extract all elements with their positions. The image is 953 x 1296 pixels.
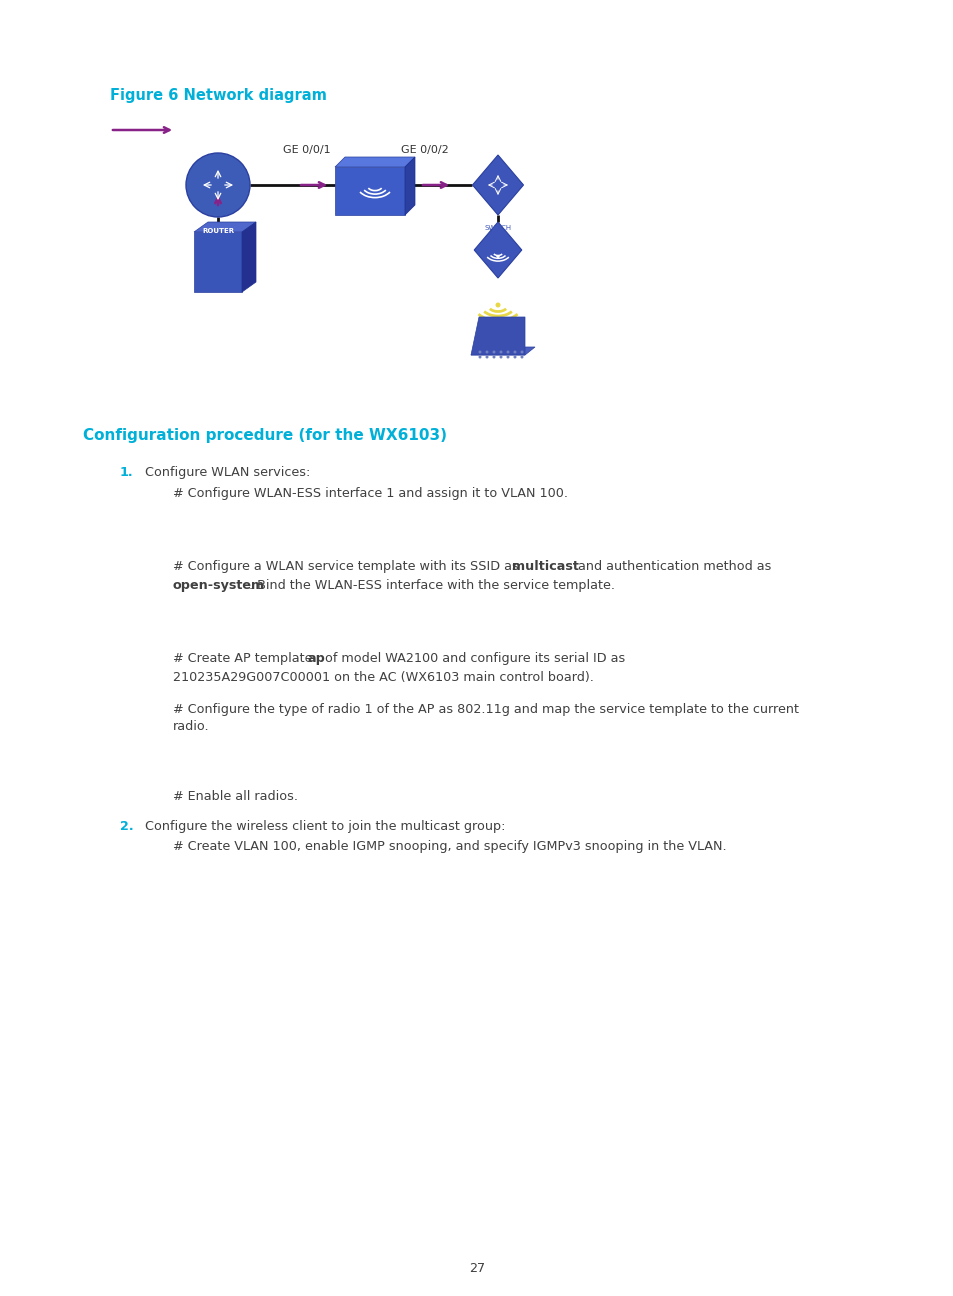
Polygon shape (405, 157, 415, 215)
Circle shape (520, 350, 523, 354)
Text: ROUTER: ROUTER (202, 228, 233, 235)
Circle shape (492, 350, 495, 354)
Text: 210235A29G007C00001 on the AC (WX6103 main control board).: 210235A29G007C00001 on the AC (WX6103 ma… (172, 671, 594, 684)
Polygon shape (242, 222, 255, 292)
Polygon shape (335, 167, 405, 215)
Circle shape (186, 153, 250, 216)
Text: GE 0/0/2: GE 0/0/2 (400, 145, 449, 156)
Text: Configure the wireless client to join the multicast group:: Configure the wireless client to join th… (145, 820, 505, 833)
Polygon shape (472, 156, 523, 215)
Polygon shape (474, 222, 521, 279)
Circle shape (492, 355, 495, 359)
Polygon shape (193, 222, 255, 232)
Text: # Configure a WLAN service template with its SSID as: # Configure a WLAN service template with… (172, 560, 522, 573)
Circle shape (513, 355, 516, 359)
Text: ap: ap (307, 652, 325, 665)
Circle shape (478, 355, 481, 359)
Text: 1.: 1. (120, 467, 133, 480)
Text: # Enable all radios.: # Enable all radios. (172, 791, 297, 804)
Text: 2.: 2. (120, 820, 133, 833)
Circle shape (506, 355, 509, 359)
Text: # Configure the type of radio 1 of the AP as 802.11g and map the service templat: # Configure the type of radio 1 of the A… (172, 702, 799, 715)
Polygon shape (335, 157, 415, 167)
Circle shape (499, 350, 502, 354)
Polygon shape (471, 347, 535, 355)
Text: GE 0/0/1: GE 0/0/1 (283, 145, 331, 156)
Text: # Configure WLAN-ESS interface 1 and assign it to VLAN 100.: # Configure WLAN-ESS interface 1 and ass… (172, 487, 567, 500)
Text: 27: 27 (469, 1262, 484, 1275)
Text: Configuration procedure (for the WX6103): Configuration procedure (for the WX6103) (83, 428, 447, 443)
Text: Configure WLAN services:: Configure WLAN services: (145, 467, 310, 480)
Text: and authentication method as: and authentication method as (574, 560, 771, 573)
Circle shape (520, 355, 523, 359)
Text: Figure 6 Network diagram: Figure 6 Network diagram (110, 88, 327, 102)
Text: open-system: open-system (172, 579, 265, 592)
Polygon shape (496, 257, 499, 259)
Polygon shape (193, 232, 242, 292)
Text: # Create VLAN 100, enable IGMP snooping, and specify IGMPv3 snooping in the VLAN: # Create VLAN 100, enable IGMP snooping,… (172, 840, 726, 853)
Text: # Create AP template: # Create AP template (172, 652, 316, 665)
Text: radio.: radio. (172, 721, 210, 734)
Circle shape (478, 350, 481, 354)
Text: SWITCH: SWITCH (484, 226, 511, 231)
Circle shape (495, 302, 500, 307)
Circle shape (513, 350, 516, 354)
Text: . Bind the WLAN-ESS interface with the service template.: . Bind the WLAN-ESS interface with the s… (249, 579, 615, 592)
Text: of model WA2100 and configure its serial ID as: of model WA2100 and configure its serial… (321, 652, 625, 665)
Circle shape (499, 355, 502, 359)
Polygon shape (471, 318, 524, 355)
Text: multicast: multicast (512, 560, 578, 573)
Circle shape (506, 350, 509, 354)
Circle shape (485, 355, 488, 359)
Circle shape (485, 350, 488, 354)
